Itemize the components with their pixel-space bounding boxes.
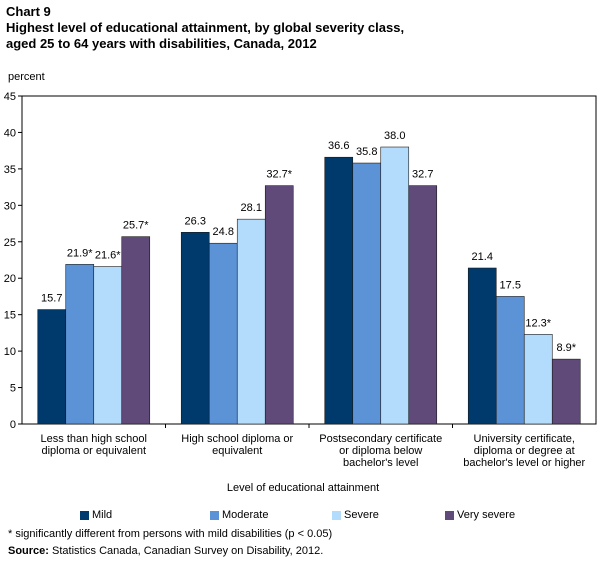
legend-item-severe: Severe [332, 509, 379, 521]
bar-very-severe [264, 185, 294, 425]
legend-item-very-severe: Very severe [445, 509, 515, 521]
chart-legend: Mild Moderate Severe Very severe [80, 509, 590, 523]
legend-item-moderate: Moderate [210, 509, 268, 521]
bar-value-label: 21.4 [472, 251, 493, 263]
y-tick-label: 0 [10, 419, 16, 431]
bar-mild [180, 232, 210, 425]
bar-value-label: 24.8 [213, 226, 234, 238]
source-text: Statistics Canada, Canadian Survey on Di… [52, 545, 324, 557]
legend-label-very-severe: Very severe [457, 509, 516, 521]
legend-swatch-moderate [210, 510, 219, 520]
significance-note: * significantly different from persons w… [8, 528, 333, 540]
bar-very-severe [408, 185, 438, 425]
bar-value-label: 38.0 [384, 130, 405, 142]
y-tick-label: 25 [4, 237, 16, 249]
bar-value-label: 25.7* [123, 220, 149, 232]
legend-label-moderate: Moderate [222, 509, 269, 521]
bar-value-label: 12.3* [525, 317, 551, 329]
source-line: Source: Statistics Canada, Canadian Surv… [8, 545, 323, 557]
legend-label-mild: Mild [92, 509, 113, 521]
y-tick-label: 10 [4, 346, 16, 358]
x-category-label: bachelor's level [343, 457, 418, 469]
bar-value-label: 32.7 [412, 169, 433, 181]
bar-value-label: 15.7 [41, 293, 62, 305]
bar-value-label: 35.8 [356, 146, 377, 158]
bar-severe [380, 146, 410, 425]
x-category-label: Postsecondary certificate [319, 433, 442, 445]
x-axis-label: Level of educational attainment [227, 482, 379, 494]
chart-header: Chart 9 Highest level of educational att… [6, 4, 601, 52]
bar-mild [37, 309, 67, 425]
bar-mild [324, 156, 354, 425]
bar-value-label: 21.6* [95, 250, 121, 262]
bar-value-label: 36.6 [328, 140, 349, 152]
chart-number-label: Chart 9 [6, 4, 51, 19]
bar-value-label: 32.7* [266, 169, 292, 181]
y-tick-label: 5 [10, 383, 16, 395]
x-category-label: High school diploma or [181, 433, 293, 445]
source-label: Source: [8, 545, 49, 557]
bar-severe [523, 334, 553, 425]
y-tick-label: 40 [4, 127, 16, 139]
bar-value-label: 21.9* [67, 247, 93, 259]
y-tick-label: 45 [4, 91, 16, 103]
x-category-label: University certificate, [474, 433, 575, 445]
x-category-label: or diploma below [339, 445, 422, 457]
bar-moderate [352, 162, 382, 425]
x-category-label: diploma or equivalent [41, 445, 146, 457]
bar-moderate [65, 264, 95, 425]
y-tick-label: 30 [4, 200, 16, 212]
bar-chart: percent 0 5 10 15 20 25 30 35 40 45 15.7 21.9* 21.6* 2… [4, 71, 597, 494]
legend-item-mild: Mild [80, 509, 112, 521]
bar-moderate [495, 296, 525, 425]
bar-value-label: 17.5 [500, 279, 521, 291]
bar-severe [236, 218, 266, 425]
x-category-label: equivalent [212, 445, 262, 457]
bar-very-severe [121, 236, 151, 425]
legend-swatch-very-severe [445, 510, 454, 520]
y-tick-label: 20 [4, 273, 16, 285]
legend-swatch-mild [80, 510, 89, 520]
bar-moderate [208, 242, 238, 425]
x-category-label: bachelor's level or higher [463, 457, 585, 469]
bar-value-label: 26.3 [185, 215, 206, 227]
bar-value-label: 28.1 [241, 202, 262, 214]
bar-severe [93, 266, 123, 425]
legend-swatch-severe [332, 510, 341, 520]
chart-title-line-2: aged 25 to 64 years with disabilities, C… [6, 36, 317, 51]
y-tick-label: 15 [4, 310, 16, 322]
bar-very-severe [551, 358, 581, 425]
bar-value-label: 8.9* [556, 342, 576, 354]
y-tick-label: 35 [4, 164, 16, 176]
x-category-label: diploma or degree at [474, 445, 575, 457]
x-category-label: Less than high school [41, 433, 147, 445]
legend-label-severe: Severe [344, 509, 379, 521]
y-axis-label: percent [8, 71, 45, 83]
chart-title-line-1: Highest level of educational attainment,… [6, 20, 405, 35]
bar-mild [467, 267, 497, 425]
